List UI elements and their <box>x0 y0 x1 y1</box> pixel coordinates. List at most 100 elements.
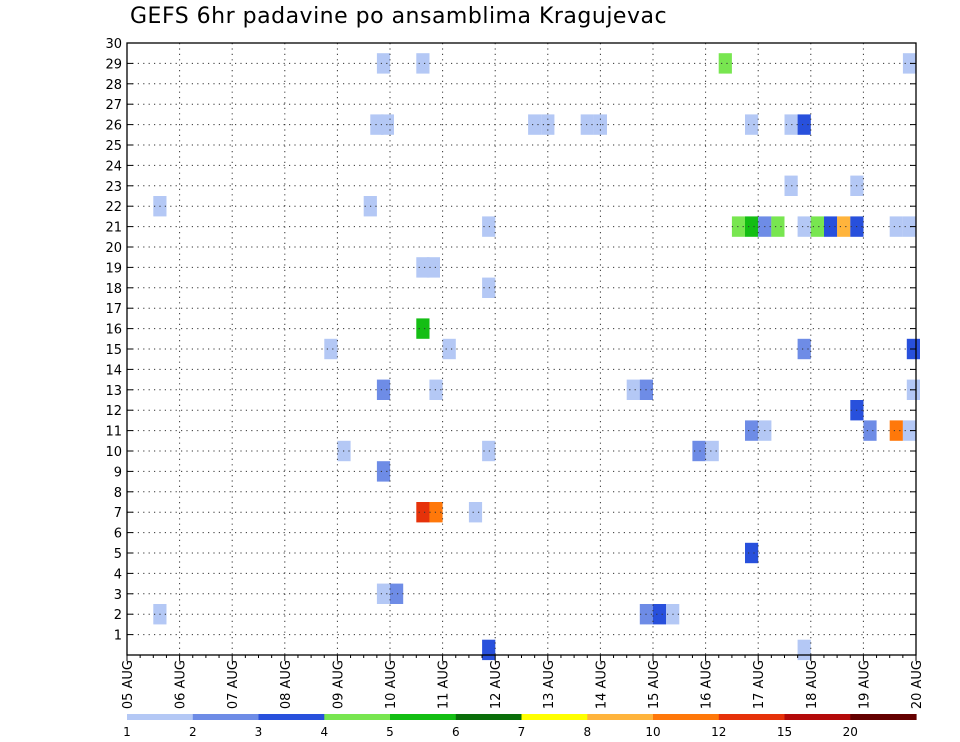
heatmap-cell <box>482 440 496 462</box>
y-tick-label: 26 <box>105 119 122 134</box>
heatmap-cell <box>390 583 404 604</box>
x-tick-label: 06 AUG <box>174 660 189 709</box>
x-tick-label: 09 AUG <box>331 660 346 709</box>
heatmap-cell <box>784 114 798 135</box>
colorbar-label: 3 <box>255 725 263 739</box>
y-tick-label: 20 <box>105 241 122 256</box>
cells-layer <box>153 53 920 661</box>
y-tick-label: 1 <box>114 629 122 644</box>
heatmap-cell <box>797 338 811 360</box>
x-axis: 05 AUG 06 AUG 07 AUG 08 AUG 09 AUG 10 AUG 11 A… <box>121 655 925 709</box>
colorbar-label: 20 <box>843 725 858 739</box>
heatmap-cell <box>580 114 594 135</box>
x-tick-label: 18 AUG <box>805 660 820 709</box>
colorbar-label: 1 <box>123 725 131 739</box>
y-tick-label: 13 <box>105 384 122 399</box>
heatmap-cell <box>692 440 706 462</box>
heatmap-cell <box>468 502 483 523</box>
heatmap-cell <box>797 639 811 661</box>
heatmap-cell <box>482 639 496 661</box>
x-tick-label: 16 AUG <box>700 660 715 709</box>
heatmap-cell <box>745 216 759 237</box>
y-tick-label: 19 <box>105 261 122 276</box>
x-tick-label: 12 AUG <box>489 660 504 709</box>
heatmap-cell <box>745 542 759 564</box>
grid-layer <box>127 42 916 655</box>
y-tick-label: 18 <box>105 282 122 297</box>
heatmap-cell <box>376 53 391 74</box>
y-tick-label: 7 <box>114 506 122 521</box>
y-tick-label: 17 <box>105 302 122 317</box>
y-tick-label: 24 <box>105 159 122 174</box>
heatmap-cell <box>902 216 917 237</box>
heatmap-cell <box>482 277 496 298</box>
y-tick-label: 23 <box>105 180 122 195</box>
heatmap-cell <box>745 420 759 441</box>
colorbar-label: 4 <box>320 725 328 739</box>
y-tick-label: 27 <box>105 98 122 113</box>
y-tick-label: 3 <box>114 588 122 603</box>
heatmap-cell <box>626 379 640 400</box>
colorbar-swatch <box>127 714 194 720</box>
y-tick-label: 10 <box>105 445 122 460</box>
x-tick-label: 20 AUG <box>910 660 925 709</box>
heatmap-cell <box>824 216 838 237</box>
heatmap-cell <box>324 338 338 360</box>
heatmap-cell <box>784 175 798 196</box>
colorbar-swatch <box>192 714 260 720</box>
heatmap-cell <box>863 420 877 441</box>
heatmap-cell <box>731 216 746 237</box>
y-tick-label: 14 <box>105 363 122 378</box>
y-tick-label: 12 <box>105 404 122 419</box>
heatmap-cell <box>528 114 542 135</box>
colorbar-label: 12 <box>711 725 726 739</box>
x-tick-label: 13 AUG <box>542 660 557 709</box>
heatmap-cell <box>718 53 732 74</box>
heatmap-cell <box>889 216 903 237</box>
colorbar-swatch <box>850 714 917 720</box>
heatmap-cell <box>416 318 430 339</box>
heatmap-cell <box>376 379 391 400</box>
heatmap-cell <box>416 502 430 523</box>
x-tick-label: 19 AUG <box>857 660 872 709</box>
x-tick-label: 10 AUG <box>384 660 399 709</box>
y-tick-label: 22 <box>105 200 122 215</box>
colorbar-swatch <box>521 714 588 720</box>
colorbar-label: 10 <box>645 725 660 739</box>
y-axis: 1234567891011121314151617181920212223242… <box>105 37 916 644</box>
x-tick-label: 08 AUG <box>279 660 294 709</box>
y-tick-label: 9 <box>114 465 122 480</box>
heatmap-cell <box>810 216 824 237</box>
y-tick-label: 30 <box>105 37 122 52</box>
y-tick-label: 15 <box>105 343 122 358</box>
colorbar-swatch <box>258 714 325 720</box>
x-tick-label: 15 AUG <box>647 660 662 709</box>
colorbar-swatch <box>784 714 851 720</box>
y-tick-label: 5 <box>114 547 122 562</box>
x-tick-label: 14 AUG <box>594 660 609 709</box>
heatmap-cell <box>416 257 430 278</box>
heatmap-cell <box>376 583 391 604</box>
y-tick-label: 4 <box>114 567 122 582</box>
x-tick-label: 05 AUG <box>121 660 136 709</box>
colorbar-label: 8 <box>583 725 591 739</box>
x-tick-label: 07 AUG <box>226 660 241 709</box>
heatmap-cell <box>889 420 903 441</box>
x-tick-label: 17 AUG <box>752 660 767 709</box>
heatmap-cell <box>426 257 440 278</box>
colorbar-label: 5 <box>386 725 394 739</box>
heatmap-cell <box>902 53 917 74</box>
heatmap-cell <box>416 53 430 74</box>
colorbar-swatch <box>390 714 457 720</box>
colorbar-label: 15 <box>777 725 792 739</box>
heatmap-cell <box>370 114 384 135</box>
heatmap-cell <box>837 216 851 237</box>
heatmap-cell <box>376 461 391 482</box>
y-tick-label: 16 <box>105 323 122 338</box>
heatmap-cell <box>797 216 811 237</box>
y-tick-label: 8 <box>114 486 122 501</box>
colorbar-swatch <box>455 714 523 720</box>
heatmap-cell <box>745 114 759 135</box>
colorbar-swatch <box>587 714 654 720</box>
